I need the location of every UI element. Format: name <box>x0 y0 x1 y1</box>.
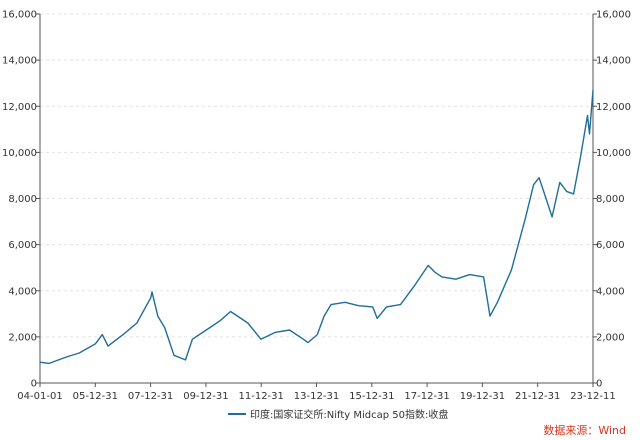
x-tick-label: 13-12-31 <box>294 391 339 402</box>
x-tick-label: 11-12-31 <box>239 391 284 402</box>
x-tick-labels: 04-01-01 05-12-31 07-12-31 09-12-31 11-12-31… <box>17 383 616 402</box>
grid-lines <box>40 13 593 338</box>
y-tick-label-right: 12,000 <box>596 102 631 113</box>
y-tick-label-left: 10,000 <box>2 148 37 159</box>
legend-label: 印度:国家证交所:Nifty Midcap 50指数:收盘 <box>250 408 448 421</box>
x-tick-label: 07-12-31 <box>128 391 173 402</box>
y-tick-label-right: 0 <box>596 379 602 390</box>
x-tick-label: 21-12-31 <box>515 391 560 402</box>
y-tick-label-left: 6,000 <box>8 240 37 251</box>
x-tick-label: 09-12-31 <box>183 391 228 402</box>
y-tick-label-right: 6,000 <box>596 240 625 251</box>
left-y-tick-labels: 0 2,000 4,000 6,000 8,000 10,000 12,000 14,000 1… <box>2 10 40 390</box>
y-tick-label-left: 16,000 <box>2 10 37 21</box>
data-source: 数据来源：Wind <box>543 423 626 437</box>
y-tick-label-right: 14,000 <box>596 56 631 67</box>
y-tick-label-left: 14,000 <box>2 56 37 67</box>
right-y-tick-labels: 0 2,000 4,000 6,000 8,000 10,000 12,000 14,000 1… <box>593 10 631 390</box>
y-tick-label-left: 4,000 <box>8 286 37 297</box>
y-tick-label-right: 4,000 <box>596 286 625 297</box>
y-tick-label-left: 2,000 <box>8 332 37 343</box>
y-tick-label-left: 12,000 <box>2 102 37 113</box>
y-tick-label-right: 16,000 <box>596 10 631 21</box>
y-tick-label-left: 0 <box>31 379 37 390</box>
x-tick-label: 19-12-31 <box>460 391 505 402</box>
y-tick-label-right: 8,000 <box>596 194 625 205</box>
series-layer <box>39 90 594 365</box>
x-tick-label: 17-12-31 <box>404 391 449 402</box>
series-line <box>39 90 594 365</box>
y-tick-label-right: 10,000 <box>596 148 631 159</box>
x-tick-label: 04-01-01 <box>17 391 62 402</box>
x-tick-label: 15-12-31 <box>349 391 394 402</box>
y-tick-label-left: 8,000 <box>8 194 37 205</box>
legend[interactable]: 印度:国家证交所:Nifty Midcap 50指数:收盘 <box>228 408 448 421</box>
x-tick-label: 05-12-31 <box>73 391 118 402</box>
y-tick-label-right: 2,000 <box>596 332 625 343</box>
x-tick-label: 23-12-11 <box>570 391 615 402</box>
